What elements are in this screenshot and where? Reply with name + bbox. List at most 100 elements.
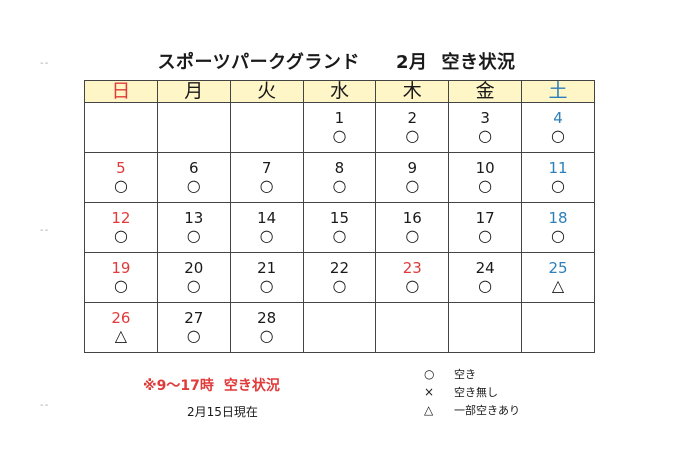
triangle-icon: △ [424, 403, 434, 417]
calendar-empty-cell [521, 302, 595, 353]
day-number: 26 [111, 309, 131, 327]
weekday-header-wed: 水 [302, 80, 377, 103]
circle-icon: ○ [113, 226, 128, 245]
day-number: 14 [257, 209, 277, 227]
circle-icon: ○ [186, 176, 201, 195]
day-number: 12 [111, 209, 131, 227]
calendar-day-cell: 10 ○ [448, 152, 523, 203]
circle-icon: ○ [551, 226, 566, 245]
calendar-day-cell: 6 ○ [156, 152, 231, 203]
calendar-day-cell: 20 ○ [156, 252, 231, 303]
calendar-day-cell: 26 △ [84, 302, 158, 353]
triangle-icon: △ [114, 326, 128, 345]
calendar-day-cell: 25 △ [521, 252, 595, 303]
punch-hole-mark: - - [40, 400, 48, 411]
calendar-day-cell: 2 ○ [375, 102, 450, 153]
day-number: 28 [257, 309, 277, 327]
title-status: 空き状況 [441, 52, 516, 73]
calendar-empty-cell [448, 302, 523, 353]
calendar-day-cell: 24 ○ [448, 252, 523, 303]
calendar-week-row: 1 ○ 2 ○ 3 ○ 4 ○ [84, 102, 595, 153]
legend: ○ 空き × 空き無し △ 一部空きあり [424, 365, 520, 419]
day-number: 25 [548, 259, 568, 277]
day-number: 5 [116, 159, 126, 177]
calendar-day-cell: 13 ○ [156, 202, 231, 253]
day-number: 13 [184, 209, 204, 227]
day-number: 7 [261, 159, 272, 177]
calendar-day-cell: 7 ○ [229, 152, 304, 203]
day-number: 19 [111, 259, 131, 277]
circle-icon: ○ [551, 126, 566, 145]
calendar-day-cell: 22 ○ [302, 252, 377, 303]
legend-item-full: × 空き無し [424, 383, 520, 401]
calendar-week-row: 19 ○ 20 ○ 21 ○ 22 ○ 23 ○ 24 ○ 25 △ [84, 252, 595, 303]
circle-icon: ○ [259, 326, 274, 345]
circle-icon: ○ [478, 226, 493, 245]
legend-label: 一部空きあり [454, 404, 520, 417]
circle-icon: ○ [478, 126, 493, 145]
day-number: 10 [475, 159, 495, 177]
weekday-header-row: 日月火水木金土 [84, 80, 595, 103]
calendar-day-cell: 18 ○ [521, 202, 595, 253]
calendar-week-row: 26 △ 27 ○ 28 ○ [84, 302, 595, 353]
calendar-week-row: 12 ○ 13 ○ 14 ○ 15 ○ 16 ○ 17 ○ 18 ○ [84, 202, 595, 253]
circle-icon: ○ [186, 226, 201, 245]
cross-icon: × [424, 385, 435, 399]
as-of-date: 2月15日現在 [187, 405, 258, 419]
calendar-day-cell: 3 ○ [448, 102, 523, 153]
day-number: 21 [257, 259, 277, 277]
calendar-day-cell: 23 ○ [375, 252, 450, 303]
day-number: 15 [329, 209, 349, 227]
circle-icon: ○ [259, 276, 274, 295]
calendar-empty-cell [229, 102, 304, 153]
day-number: 11 [548, 159, 568, 177]
facility-name: スポーツパークグランド [157, 52, 360, 73]
day-number: 8 [334, 159, 345, 177]
circle-icon: ○ [478, 176, 493, 195]
day-number: 22 [329, 259, 349, 277]
calendar-day-cell: 27 ○ [156, 302, 231, 353]
day-number: 27 [184, 309, 204, 327]
circle-icon: ○ [113, 176, 128, 195]
circle-icon: ○ [405, 176, 420, 195]
weekday-header-fri: 金 [448, 80, 523, 103]
calendar-day-cell: 14 ○ [229, 202, 304, 253]
weekday-header-mon: 月 [156, 80, 231, 103]
day-number: 1 [334, 109, 345, 127]
day-number: 24 [475, 259, 495, 277]
calendar-day-cell: 28 ○ [229, 302, 304, 353]
calendar-day-cell: 8 ○ [302, 152, 377, 203]
day-number: 18 [548, 209, 568, 227]
day-number: 6 [188, 159, 199, 177]
weekday-header-sat: 土 [521, 80, 595, 103]
calendar-day-cell: 12 ○ [84, 202, 158, 253]
weekday-header-tue: 火 [229, 80, 304, 103]
calendar-day-cell: 16 ○ [375, 202, 450, 253]
circle-icon: ○ [332, 226, 347, 245]
calendar-day-cell: 5 ○ [84, 152, 158, 203]
circle-icon: ○ [424, 367, 435, 381]
circle-icon: ○ [113, 276, 128, 295]
day-number: 9 [407, 159, 418, 177]
calendar-day-cell: 1 ○ [302, 102, 377, 153]
triangle-icon: △ [551, 276, 565, 295]
calendar-empty-cell [302, 302, 377, 353]
calendar-day-cell: 15 ○ [302, 202, 377, 253]
day-number: 2 [407, 109, 418, 127]
punch-hole-mark: - - [40, 225, 48, 236]
circle-icon: ○ [259, 226, 274, 245]
hours-label: 空き状況 [223, 378, 280, 394]
day-number: 3 [480, 109, 490, 127]
calendar-day-cell: 11 ○ [521, 152, 595, 203]
day-number: 4 [553, 109, 563, 127]
calendar-empty-cell [375, 302, 450, 353]
legend-label: 空き [454, 368, 476, 381]
punch-hole-mark: - - [40, 58, 48, 69]
circle-icon: ○ [332, 126, 347, 145]
day-number: 23 [402, 259, 422, 277]
calendar-day-cell: 4 ○ [521, 102, 595, 153]
circle-icon: ○ [405, 126, 420, 145]
day-number: 20 [184, 259, 204, 277]
calendar-day-cell: 19 ○ [84, 252, 158, 303]
circle-icon: ○ [186, 326, 201, 345]
